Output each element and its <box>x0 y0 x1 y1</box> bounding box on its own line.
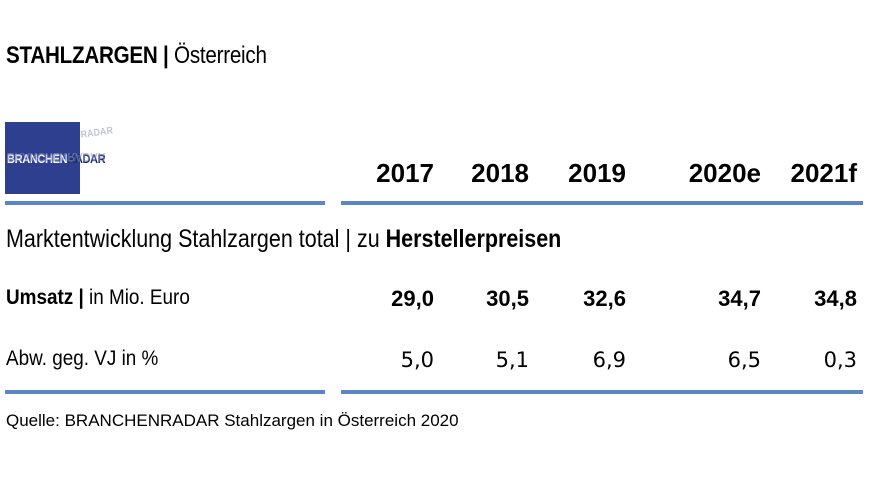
source-note: Quelle: BRANCHENRADAR Stahlzargen in Öst… <box>6 411 459 430</box>
cell-umsatz-2018: 30,5 <box>486 286 529 311</box>
cell-abw-2019: 6,9 <box>592 348 626 372</box>
year-header-2017: 2017 <box>376 158 434 188</box>
logo-part2: RADAR <box>67 152 106 166</box>
logo-part1: BRANCHEN <box>7 152 68 166</box>
footer-rule-left <box>5 390 325 394</box>
logo-ghost-text: RADAR <box>80 125 114 141</box>
row-label-umsatz: Umsatz | in Mio. Euro <box>6 286 190 309</box>
chart-title: STAHLZARGEN | Österreich <box>6 42 267 70</box>
year-header-2018: 2018 <box>471 158 529 188</box>
header-rule-right <box>341 201 863 205</box>
cell-abw-2018: 5,1 <box>495 348 529 372</box>
cell-umsatz-2020e: 34,7 <box>718 286 761 311</box>
cell-abw-2017: 5,0 <box>400 348 434 372</box>
footer-rule-right <box>341 390 863 394</box>
logo-reflection: BRANCHENRADAR <box>7 150 106 164</box>
cell-umsatz-2021f: 34,8 <box>814 286 857 311</box>
branchenradar-logo <box>5 122 80 194</box>
logo-wordmark: BRANCHENRADAR <box>7 152 106 166</box>
row-label-abweichung: Abw. geg. VJ in % <box>6 347 159 370</box>
cell-umsatz-2019: 32,6 <box>583 286 626 311</box>
year-header-2019: 2019 <box>568 158 626 188</box>
title-main: STAHLZARGEN | <box>6 42 169 69</box>
header-rule-left <box>5 201 325 205</box>
section-title: Marktentwicklung Stahlzargen total | zu … <box>6 225 562 253</box>
year-header-2021f: 2021f <box>790 158 858 188</box>
cell-umsatz-2017: 29,0 <box>391 286 434 311</box>
section-title-bold: Herstellerpreisen <box>385 225 562 253</box>
cell-abw-2021f: 0,3 <box>823 348 857 372</box>
cell-abw-2020e: 6,5 <box>727 348 761 372</box>
title-sub: Österreich <box>174 42 267 69</box>
year-header-2020e: 2020e <box>688 158 761 188</box>
